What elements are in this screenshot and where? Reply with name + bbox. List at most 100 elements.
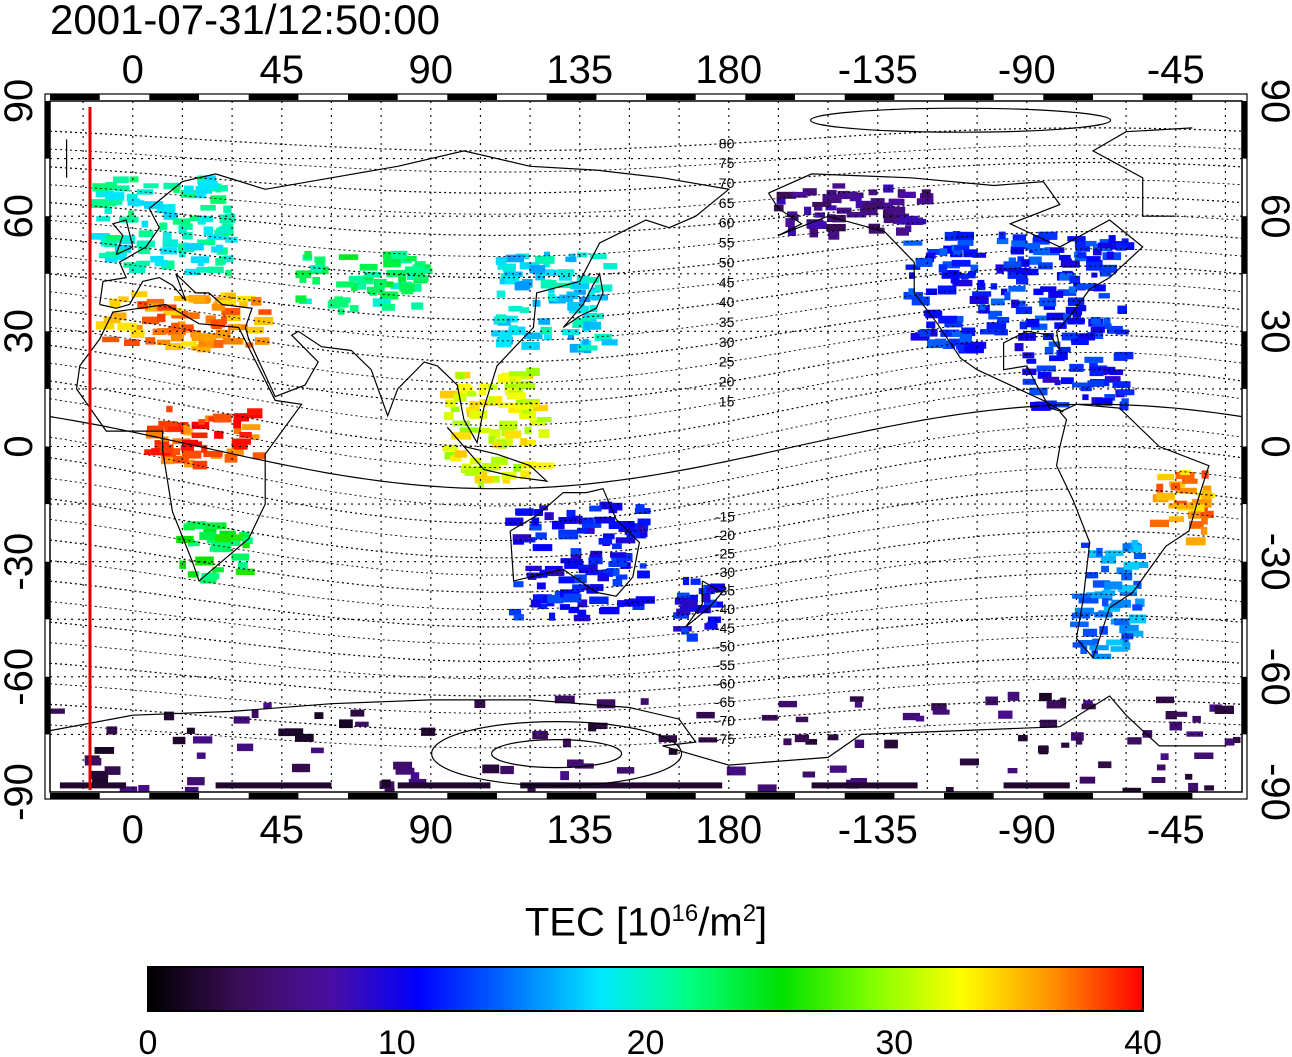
tec-patch	[474, 699, 486, 708]
lon-tick-bottom: 180	[695, 808, 762, 852]
tec-patch	[560, 558, 579, 564]
tec-patch	[570, 281, 589, 290]
tec-patch	[1059, 273, 1076, 281]
tec-patch	[473, 403, 480, 411]
tec-patch	[944, 231, 958, 241]
mlat-contour	[50, 467, 1242, 541]
tec-patch	[374, 278, 387, 288]
lat-tick-left: 60	[0, 194, 41, 239]
tec-patch	[230, 540, 241, 546]
tec-patch	[579, 296, 591, 303]
tec-patch	[932, 709, 950, 715]
tec-patch	[1099, 264, 1118, 273]
tec-patch	[1103, 317, 1111, 324]
contour-label: 50	[719, 254, 735, 270]
tec-patch	[544, 565, 563, 571]
tec-patch	[1149, 519, 1169, 528]
tec-patch	[199, 531, 217, 541]
colorbar-tick-labels: 0 10 20 30 40	[139, 1024, 1162, 1057]
tec-patch	[440, 390, 461, 399]
tec-patch	[539, 269, 554, 276]
tec-patch	[457, 386, 473, 393]
tec-patch	[470, 457, 482, 465]
tec-patch	[881, 202, 893, 209]
tec-patch	[588, 563, 598, 572]
tec-patch	[180, 190, 196, 198]
tec-patch	[201, 573, 220, 580]
frame-bar	[1242, 561, 1247, 620]
tec-patch	[508, 406, 526, 413]
tec-patch	[635, 504, 645, 513]
tec-patch	[102, 336, 120, 343]
tec-patch	[846, 211, 867, 218]
tec-patch	[529, 419, 546, 427]
tec-patch	[188, 312, 200, 319]
tec-patch	[105, 235, 121, 241]
lat-tick-left: 30	[0, 309, 41, 354]
tec-patch	[142, 316, 160, 325]
tec-patch	[196, 346, 211, 353]
tec-patch	[603, 263, 618, 270]
tec-patch	[522, 440, 536, 445]
tec-patch	[183, 424, 191, 433]
tec-patch	[637, 518, 651, 526]
tec-patch	[589, 305, 598, 313]
tec-patch	[1001, 288, 1008, 296]
tec-patch	[968, 271, 976, 279]
tec-patch	[208, 416, 215, 422]
tec-patch	[314, 256, 326, 263]
tec-patch	[959, 758, 979, 766]
tec-patch	[94, 747, 115, 754]
contour-labels: 80 75 70 65 60 55 50 45 40 35 30 25 20 15 -15 -20 -25 -30…	[715, 135, 735, 747]
tec-patch	[1008, 286, 1026, 292]
tec-patch	[615, 574, 628, 580]
tec-patch	[1022, 352, 1035, 359]
tec-patch	[532, 544, 553, 552]
tec-patch	[338, 308, 345, 315]
tec-patch	[1135, 598, 1145, 607]
lon-tick-top: -135	[838, 48, 918, 92]
tec-patch	[970, 264, 979, 273]
tec-patch	[250, 296, 262, 306]
tec-patch	[233, 427, 242, 434]
tec-patch	[588, 313, 604, 319]
tec-patch	[972, 291, 992, 297]
tec-patch	[315, 259, 325, 267]
tec-patch	[950, 278, 960, 284]
tec-patch	[577, 609, 587, 617]
tec-patch	[1086, 256, 1101, 264]
tec-patch	[1031, 402, 1050, 411]
tec-patch	[329, 299, 349, 307]
contour-label: -55	[715, 657, 735, 673]
tec-patch	[1019, 321, 1028, 330]
tec-patch	[159, 222, 168, 231]
tec-patch	[1233, 736, 1241, 743]
lat-tick-right: 30	[1253, 309, 1292, 354]
tec-polar-band	[397, 782, 491, 789]
tec-patch	[805, 739, 818, 745]
tec-patch	[382, 779, 391, 788]
frame-bar	[45, 101, 50, 159]
tec-patch	[495, 338, 512, 348]
tec-patch	[154, 260, 169, 267]
tec-patch	[310, 265, 323, 273]
tec-patch	[238, 562, 248, 569]
tec-patch	[410, 283, 422, 292]
tec-patch	[413, 275, 429, 282]
tec-patch	[1151, 777, 1166, 783]
lon-tick-top: 45	[260, 48, 305, 92]
colorbar-tick-label: 0	[139, 1024, 158, 1057]
tec-patch	[594, 284, 613, 292]
tec-patch	[942, 261, 960, 269]
lon-tick-bottom: -90	[998, 808, 1056, 852]
tec-patch	[813, 205, 823, 211]
tec-patch	[1078, 598, 1099, 604]
tec-patch	[1060, 351, 1068, 360]
tec-patch	[1202, 485, 1212, 492]
tec-patch	[349, 305, 359, 313]
tec-patch	[482, 462, 499, 471]
mlat-contour	[50, 179, 1242, 215]
tec-patch	[224, 454, 238, 463]
tec-patch	[1127, 737, 1142, 745]
tec-patch	[548, 293, 556, 302]
